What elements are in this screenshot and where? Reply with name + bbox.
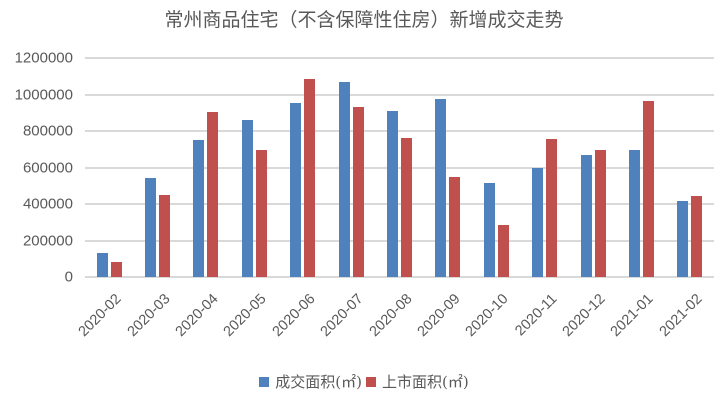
- legend-item-listed-area: 上市面积(㎡): [366, 371, 469, 392]
- bar-transaction-area: [387, 111, 398, 277]
- chart-title: 常州商品住宅（不含保障性住房）新增成交走势: [164, 9, 564, 31]
- bar-listed-area: [352, 107, 364, 277]
- x-tick-label: 2020-05: [220, 291, 270, 340]
- gridline: [85, 93, 714, 96]
- bar-listed-area: [110, 262, 122, 277]
- bar-transaction-area: [435, 99, 447, 277]
- y-tick-label: 800000: [22, 122, 73, 140]
- bar-listed-area: [642, 101, 654, 277]
- bar-transaction-area: [96, 253, 108, 277]
- bar-listed-area: [594, 150, 606, 277]
- bar-transaction-area: [483, 183, 495, 277]
- legend: 成交面积(㎡) 上市面积(㎡): [0, 371, 728, 392]
- bar-transaction-area: [580, 155, 592, 277]
- bar-listed-area: [255, 150, 267, 277]
- legend-item-transaction-area: 成交面积(㎡): [259, 371, 362, 392]
- x-tick-label: 2020-02: [75, 291, 125, 340]
- gridline: [85, 130, 714, 132]
- bar-transaction-area: [338, 82, 350, 277]
- x-tick-label: 2020-06: [269, 291, 319, 340]
- bar-listed-area: [304, 79, 316, 277]
- gridline: [85, 57, 714, 59]
- x-tick-label: 2020-04: [172, 291, 222, 340]
- x-tick-label: 2020-03: [124, 291, 174, 340]
- y-tick-label: 400000: [22, 195, 73, 213]
- gridline: [85, 239, 714, 242]
- plot-area: [85, 57, 714, 278]
- bar-listed-area: [207, 112, 219, 277]
- x-tick-label: 2020-11: [511, 291, 561, 340]
- x-tick-label: 2021-01: [608, 291, 657, 340]
- bar-transaction-area: [193, 140, 205, 277]
- bar-listed-area: [401, 138, 412, 277]
- bar-transaction-area: [677, 201, 689, 277]
- bar-listed-area: [691, 196, 703, 277]
- x-tick-label: 2020-08: [366, 291, 416, 340]
- x-tick-label: 2020-09: [414, 291, 464, 340]
- legend-swatch-blue: [259, 376, 270, 387]
- y-tick-label: 0: [64, 268, 73, 286]
- y-tick-label: 1000000: [14, 86, 73, 103]
- y-tick-label: 600000: [22, 159, 73, 176]
- bar-transaction-area: [145, 178, 157, 277]
- y-tick-label: 1200000: [14, 49, 73, 67]
- x-tick-label: 2020-07: [317, 291, 367, 340]
- bar-transaction-area: [290, 103, 302, 277]
- y-tick-label: 200000: [22, 232, 73, 249]
- x-tick-label: 2020-10: [462, 291, 512, 340]
- bar-transaction-area: [241, 120, 253, 277]
- bar-transaction-area: [532, 168, 544, 277]
- gridline: [85, 203, 714, 205]
- legend-label: 成交面积(㎡): [275, 373, 362, 391]
- bar-listed-area: [546, 139, 558, 277]
- legend-swatch-red: [366, 376, 376, 387]
- gridline: [85, 166, 714, 169]
- bar-listed-area: [159, 195, 171, 277]
- x-tick-label: 2021-02: [656, 291, 706, 340]
- gridline: [85, 276, 714, 278]
- bar-transaction-area: [628, 150, 640, 277]
- bar-listed-area: [449, 177, 461, 277]
- bar-listed-area: [497, 225, 509, 277]
- x-tick-label: 2020-12: [559, 291, 609, 340]
- legend-label: 上市面积(㎡): [382, 373, 469, 391]
